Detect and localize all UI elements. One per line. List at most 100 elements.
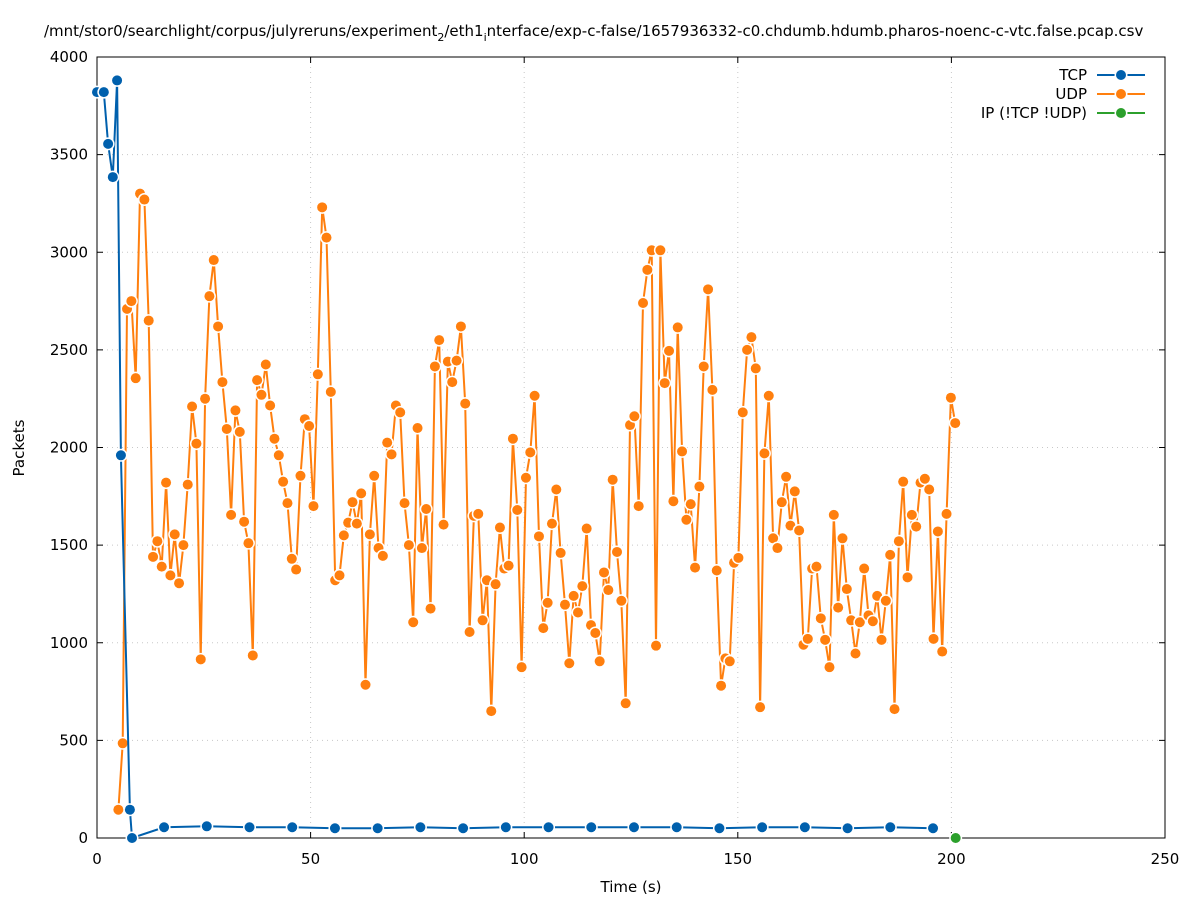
data-point — [252, 375, 263, 386]
data-point — [525, 447, 536, 458]
data-point — [781, 471, 792, 482]
data-point — [533, 531, 544, 542]
data-point — [586, 822, 597, 833]
data-point — [789, 486, 800, 497]
data-point — [867, 616, 878, 627]
data-point — [239, 516, 250, 527]
data-point — [329, 823, 340, 834]
legend-marker — [1116, 89, 1126, 99]
data-point — [811, 561, 822, 572]
x-tick-label: 50 — [301, 850, 320, 868]
data-point — [590, 627, 601, 638]
x-tick-label: 100 — [510, 850, 539, 868]
data-point — [690, 562, 701, 573]
data-point — [520, 472, 531, 483]
data-point — [377, 550, 388, 561]
data-point — [360, 679, 371, 690]
x-tick-label: 200 — [937, 850, 966, 868]
data-point — [317, 202, 328, 213]
data-point — [226, 509, 237, 520]
data-point — [538, 623, 549, 634]
data-point — [287, 822, 298, 833]
data-point — [776, 497, 787, 508]
data-point — [772, 543, 783, 554]
data-point — [182, 479, 193, 490]
data-point — [415, 822, 426, 833]
data-point — [308, 501, 319, 512]
data-point — [794, 525, 805, 536]
data-point — [694, 481, 705, 492]
data-point — [711, 565, 722, 576]
data-point — [117, 738, 128, 749]
data-point — [217, 377, 228, 388]
data-point — [854, 617, 865, 628]
data-point — [616, 595, 627, 606]
y-axis-label: Packets — [10, 419, 28, 476]
data-point — [703, 284, 714, 295]
data-point — [425, 603, 436, 614]
data-point — [919, 473, 930, 484]
x-axis-label: Time (s) — [600, 878, 662, 896]
data-point — [486, 706, 497, 717]
y-tick-label: 4000 — [50, 48, 88, 66]
data-point — [130, 373, 141, 384]
x-tick-label: 250 — [1151, 850, 1180, 868]
data-point — [837, 533, 848, 544]
data-point — [103, 138, 114, 149]
data-point — [143, 315, 154, 326]
data-point — [516, 662, 527, 673]
data-point — [672, 322, 683, 333]
data-point — [460, 398, 471, 409]
data-point — [546, 518, 557, 529]
data-point — [655, 245, 666, 256]
legend-marker — [1116, 70, 1126, 80]
data-point — [880, 595, 891, 606]
data-point — [503, 560, 514, 571]
data-point — [724, 656, 735, 667]
data-point — [395, 407, 406, 418]
data-point — [733, 552, 744, 563]
data-point — [876, 634, 887, 645]
data-point — [213, 321, 224, 332]
data-point — [543, 822, 554, 833]
data-point — [408, 617, 419, 628]
data-point — [161, 477, 172, 488]
data-point — [494, 522, 505, 533]
data-point — [928, 633, 939, 644]
series-udp — [111, 187, 962, 817]
data-point — [438, 519, 449, 530]
data-point — [399, 498, 410, 509]
data-point — [924, 484, 935, 495]
series-line — [117, 190, 957, 810]
data-point — [295, 470, 306, 481]
data-point — [612, 546, 623, 557]
data-point — [850, 648, 861, 659]
data-point — [169, 529, 180, 540]
data-point — [828, 509, 839, 520]
y-tick-label: 0 — [78, 829, 88, 847]
data-point — [321, 232, 332, 243]
data-point — [555, 547, 566, 558]
data-point — [885, 822, 896, 833]
data-point — [187, 401, 198, 412]
data-point — [841, 584, 852, 595]
data-point — [208, 255, 219, 266]
data-point — [159, 822, 170, 833]
data-point — [564, 658, 575, 669]
data-point — [458, 823, 469, 834]
data-point — [386, 449, 397, 460]
data-point — [941, 508, 952, 519]
data-point — [950, 418, 961, 429]
data-point — [742, 344, 753, 355]
data-point — [633, 501, 644, 512]
data-point — [148, 551, 159, 562]
data-point — [351, 518, 362, 529]
data-point — [127, 833, 138, 843]
data-point — [107, 172, 118, 183]
data-point — [559, 599, 570, 610]
data-point — [932, 526, 943, 537]
data-point — [716, 680, 727, 691]
data-point — [256, 389, 267, 400]
data-point — [659, 378, 670, 389]
